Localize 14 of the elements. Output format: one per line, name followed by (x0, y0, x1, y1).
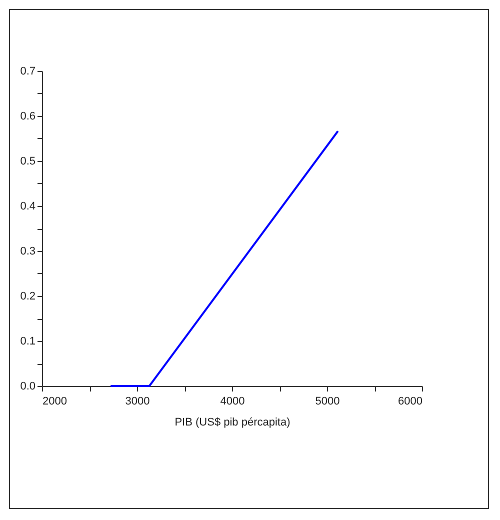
y-tick-label: 0.7 (20, 66, 36, 78)
y-tick-label: 0.1 (20, 336, 36, 348)
x-tick-label: 5000 (315, 396, 340, 408)
y-tick-label: 0.0 (20, 380, 36, 392)
x-axis-title: PIB (US$ pib pércapita) (174, 416, 290, 428)
y-tick-label: 0.5 (20, 156, 36, 168)
x-tick-label: 2000 (42, 396, 67, 408)
y-tick-label: 0.2 (20, 290, 36, 302)
x-tick-label: 3000 (125, 396, 150, 408)
x-tick-label: 4000 (220, 396, 245, 408)
y-tick-label: 0.3 (20, 246, 36, 258)
y-tick-label: 0.6 (20, 110, 36, 122)
y-tick-label: 0.4 (20, 200, 36, 212)
x-tick-label: 6000 (398, 396, 422, 408)
